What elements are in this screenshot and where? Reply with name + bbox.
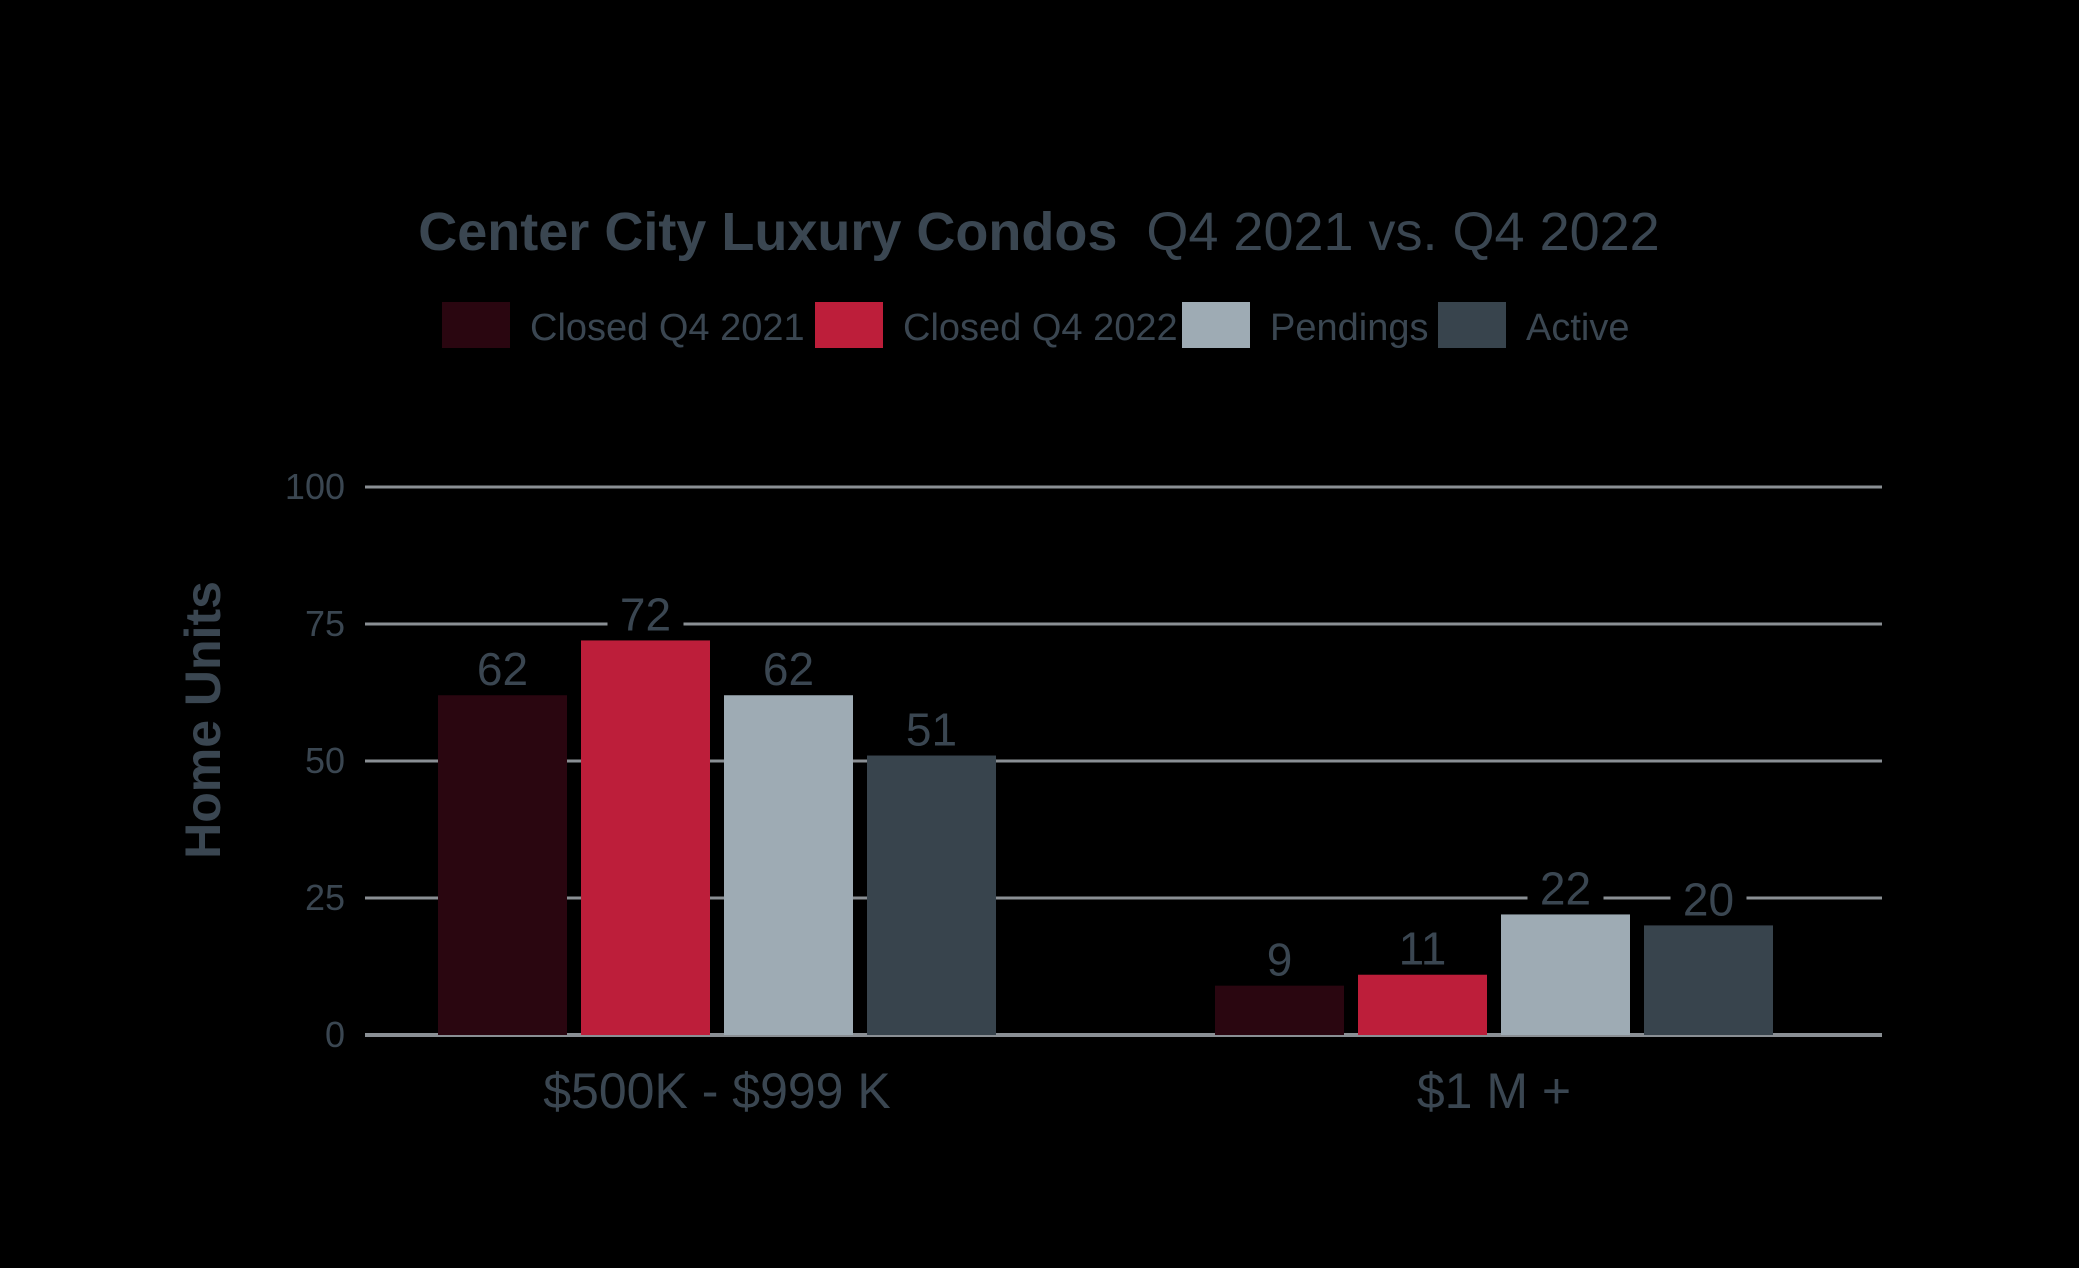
data-label-active-1-m: 20 (1683, 873, 1734, 925)
x-axis-ticks: $500K - $999 K $1 M + (543, 1063, 1571, 1119)
legend-swatch-pendings (1182, 302, 1250, 348)
y-axis-ticks: 0 25 50 75 100 (285, 466, 345, 1055)
data-label-active-500k-999-k: 51 (906, 704, 957, 756)
x-tick-label-1-m: $1 M + (1417, 1063, 1571, 1119)
legend-swatch-active (1438, 302, 1506, 348)
bar-closed-q4-2021-1-m (1215, 985, 1344, 1035)
bar-closed-q4-2022-500k-999-k (581, 640, 710, 1035)
data-label-backdrop (464, 645, 541, 692)
legend-label-pendings: Pendings (1270, 307, 1428, 349)
legend-item-closed-q4-2021: Closed Q4 2021 (442, 302, 805, 349)
y-tick-label-75: 75 (305, 603, 345, 644)
y-tick-label-0: 0 (325, 1014, 345, 1055)
y-axis-label: Home Units (175, 581, 231, 859)
chart-title-bold: Center City Luxury Condos (418, 202, 1117, 262)
legend-label-closed-q4-2022: Closed Q4 2022 (903, 307, 1178, 349)
chart-title: Center City Luxury Condos Q4 2021 vs. Q4… (418, 202, 1659, 262)
bar-closed-q4-2021-500k-999-k (438, 695, 567, 1035)
legend-item-closed-q4-2022: Closed Q4 2022 (815, 302, 1178, 349)
legend-item-pendings: Pendings (1182, 302, 1428, 349)
chart-title-regular: Q4 2021 vs. Q4 2022 (1146, 202, 1659, 262)
data-label-backdrop (1670, 875, 1747, 922)
data-label-backdrop (1384, 924, 1461, 971)
y-tick-label-50: 50 (305, 740, 345, 781)
data-label-backdrop (1527, 864, 1604, 911)
data-labels: 62 72 62 51 9 11 22 20 (464, 588, 1747, 986)
data-label-closed-q4-2021-500k-999-k: 62 (477, 643, 528, 695)
bar-active-500k-999-k (867, 755, 996, 1035)
y-tick-label-100: 100 (285, 466, 345, 507)
bars (438, 640, 1773, 1035)
legend-label-closed-q4-2021: Closed Q4 2021 (530, 307, 805, 349)
y-tick-label-25: 25 (305, 877, 345, 918)
legend-label-active: Active (1526, 307, 1629, 349)
legend: Closed Q4 2021 Closed Q4 2022 Pendings Acti… (442, 302, 1629, 349)
data-label-backdrop (893, 705, 970, 752)
legend-swatch-closed-q4-2022 (815, 302, 883, 348)
data-label-closed-q4-2022-1-m: 11 (1399, 923, 1447, 975)
data-label-backdrop (607, 590, 684, 637)
bar-active-1-m (1644, 925, 1773, 1035)
bar-pendings-1-m (1501, 914, 1630, 1035)
data-label-backdrop (1241, 935, 1318, 982)
bar-pendings-500k-999-k (724, 695, 853, 1035)
x-tick-label-500k-999-k: $500K - $999 K (543, 1063, 891, 1119)
legend-item-active: Active (1438, 302, 1629, 349)
legend-swatch-closed-q4-2021 (442, 302, 510, 348)
data-label-pendings-500k-999-k: 62 (763, 643, 814, 695)
bar-closed-q4-2022-1-m (1358, 974, 1487, 1035)
data-label-closed-q4-2022-500k-999-k: 72 (620, 588, 671, 640)
data-label-closed-q4-2021-1-m: 9 (1267, 934, 1293, 986)
data-label-backdrop (750, 645, 827, 692)
data-label-pendings-1-m: 22 (1540, 862, 1591, 914)
